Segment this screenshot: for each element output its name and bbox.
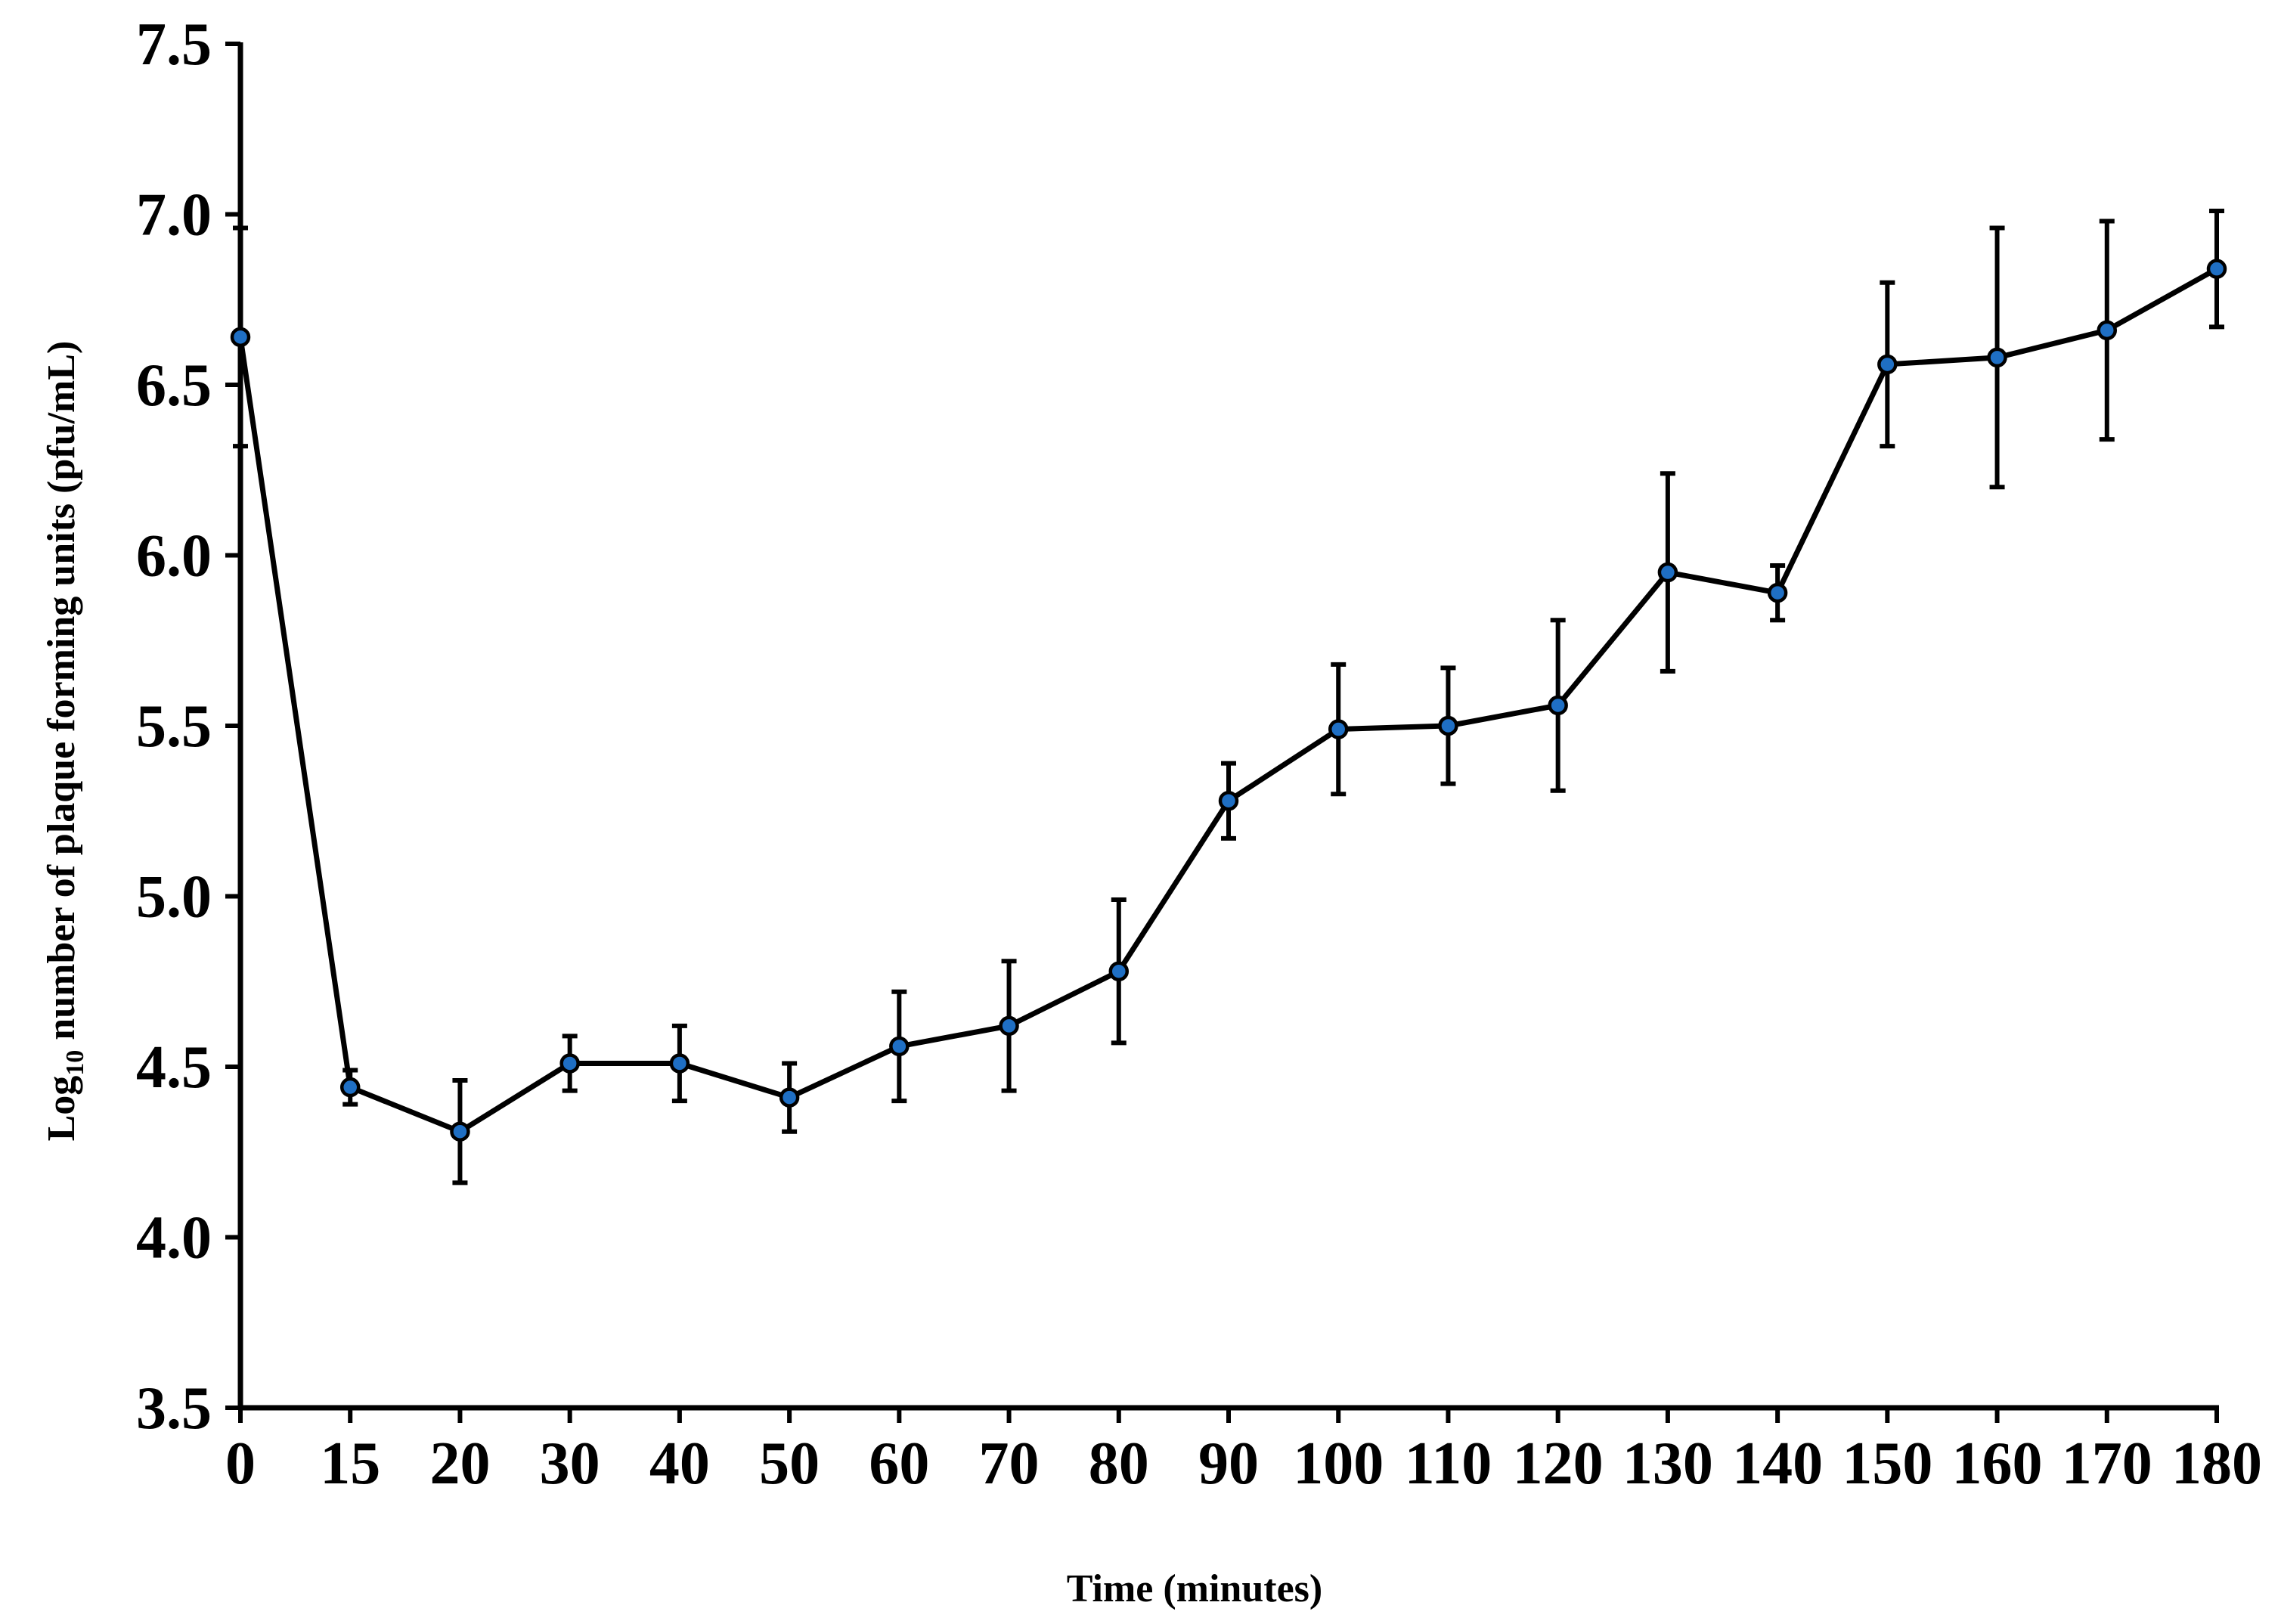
markers [230,259,2227,1142]
x-ticks: 0 15 20 30 40 50 60 70 80 90 100 110 120 130 140 150 160… [225,1408,2262,1497]
y-tick-label: 5.5 [136,693,212,760]
data-point [1987,347,2007,368]
data-point [1548,695,1568,716]
y-tick-label: 4.5 [136,1034,212,1101]
y-tick-label: 4.0 [136,1205,212,1272]
y-tick-label: 6.5 [136,352,212,419]
x-tick-label: 80 [1089,1430,1149,1497]
x-tick-label: 0 [225,1430,256,1497]
y-axis-title-subscript: 10 [61,1050,89,1076]
error-bars [233,208,2224,1185]
y-axis-title-rest: number of plaque forming units (pfu/mL) [40,341,83,1050]
data-point [2206,259,2227,279]
x-axis-title: Time (minutes) [1067,1567,1322,1610]
data-point [1218,790,1239,811]
x-tick-label: 20 [429,1430,490,1497]
x-tick-label: 180 [2171,1430,2262,1497]
x-tick-label: 30 [540,1430,600,1497]
y-tick-label: 5.0 [136,864,212,931]
data-point [1108,961,1130,981]
axes [237,42,2219,1411]
x-tick-label: 40 [649,1430,710,1497]
data-point [889,1036,910,1057]
data-point [559,1053,580,1074]
x-tick-label: 130 [1622,1430,1713,1497]
x-tick-label: 160 [1952,1430,2043,1497]
data-point [779,1087,800,1108]
data-point [1877,354,1898,375]
x-tick-label: 110 [1405,1430,1492,1497]
data-point [230,327,251,348]
y-tick-label: 6.0 [136,523,212,590]
x-tick-label: 150 [1842,1430,1932,1497]
y-ticks: 3.5 4.0 4.5 5.0 5.5 6.0 6.5 7.0 7.5 [136,11,240,1442]
data-point [339,1077,361,1098]
y-tick-label: 7.5 [136,11,212,78]
x-tick-label: 15 [320,1430,380,1497]
data-point [1438,715,1458,736]
data-point [1328,719,1349,739]
y-axis-title-prefix: Log [40,1076,83,1142]
data-point [2097,320,2118,341]
x-tick-label: 60 [869,1430,929,1497]
x-tick-label: 90 [1198,1430,1259,1497]
data-point [1767,582,1788,603]
x-tick-label: 120 [1513,1430,1604,1497]
y-axis-title: Log10 number of plaque forming units (pf… [40,341,89,1142]
x-tick-label: 50 [759,1430,820,1497]
data-point [999,1015,1019,1037]
x-tick-label: 100 [1293,1430,1384,1497]
data-point [669,1053,690,1074]
y-tick-label: 7.0 [136,182,212,249]
y-tick-label: 3.5 [136,1375,212,1442]
x-tick-label: 170 [2062,1430,2152,1497]
x-tick-label: 70 [979,1430,1040,1497]
series-line [237,266,2218,1135]
x-tick-label: 140 [1732,1430,1823,1497]
data-point [1657,562,1678,583]
data-point [450,1121,470,1142]
